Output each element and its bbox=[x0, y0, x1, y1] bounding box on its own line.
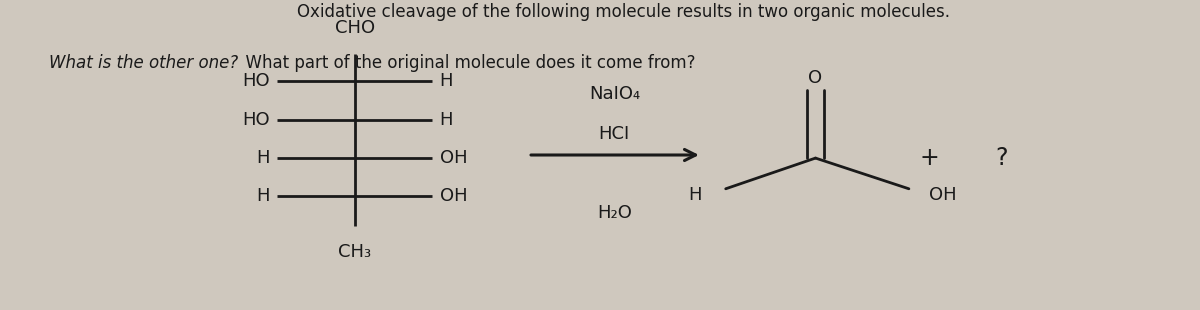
Text: O: O bbox=[809, 69, 822, 87]
Text: H₂O: H₂O bbox=[596, 204, 632, 222]
Text: What is the other one?: What is the other one? bbox=[49, 54, 239, 72]
Text: HO: HO bbox=[242, 72, 270, 90]
Text: OH: OH bbox=[929, 186, 956, 204]
Text: Oxidative cleavage of the following molecule results in two organic molecules.: Oxidative cleavage of the following mole… bbox=[298, 3, 950, 21]
Text: H: H bbox=[439, 72, 454, 90]
Text: ?: ? bbox=[995, 146, 1007, 170]
Text: HCI: HCI bbox=[599, 125, 630, 143]
Text: CHO: CHO bbox=[335, 19, 374, 37]
Text: H: H bbox=[256, 188, 270, 206]
Text: +: + bbox=[919, 146, 940, 170]
Text: H: H bbox=[689, 186, 702, 204]
Text: H: H bbox=[256, 149, 270, 167]
Text: OH: OH bbox=[439, 149, 467, 167]
Text: HO: HO bbox=[242, 111, 270, 129]
Text: OH: OH bbox=[439, 188, 467, 206]
Text: What part of the original molecule does it come from?: What part of the original molecule does … bbox=[235, 54, 695, 72]
Text: CH₃: CH₃ bbox=[338, 242, 371, 261]
Text: H: H bbox=[439, 111, 454, 129]
Text: NaIO₄: NaIO₄ bbox=[589, 85, 640, 103]
